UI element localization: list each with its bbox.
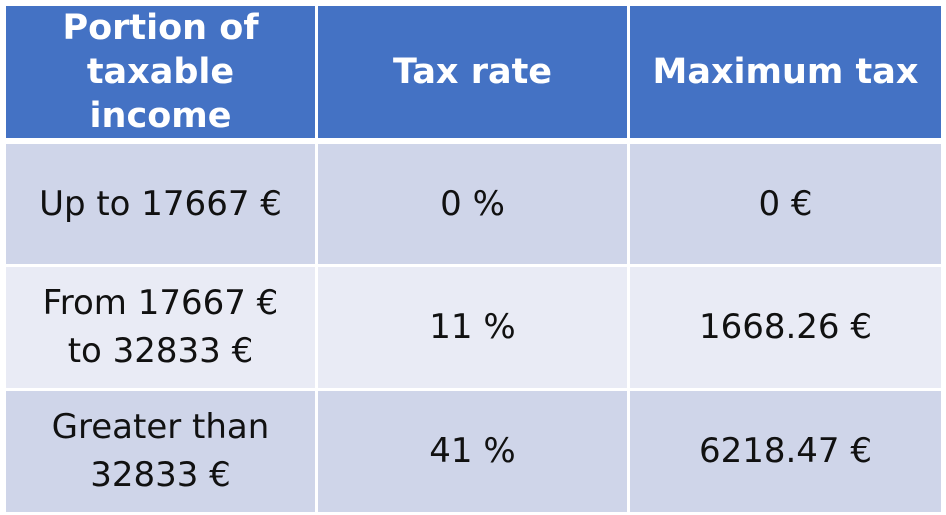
cell-portion-line1: Greater than	[51, 407, 270, 447]
cell-tax-rate-value: 11 %	[429, 307, 516, 347]
cell-tax-rate-value: 41 %	[429, 431, 516, 471]
cell-portion: From 17667 € to 32833 €	[3, 263, 318, 391]
cell-portion-line2: to 32833 €	[67, 331, 254, 371]
header-maximum-tax-label: Maximum tax	[652, 52, 919, 92]
cell-maximum-tax-value: 0 €	[758, 183, 813, 224]
cell-maximum-tax: 6218.47 €	[627, 387, 944, 515]
cell-maximum-tax-value: 1668.26 €	[698, 307, 873, 347]
cell-tax-rate-value: 0 %	[440, 183, 505, 224]
header-portion-line2: taxable income	[86, 52, 235, 136]
table-row: Greater than 32833 € 41 % 6218.47 €	[3, 387, 944, 515]
cell-portion: Greater than 32833 €	[3, 387, 318, 515]
cell-portion-line2: 32833 €	[90, 455, 231, 495]
table-header-row: Portion of taxable income Tax rate Maxim…	[3, 3, 944, 144]
cell-maximum-tax-value: 6218.47 €	[698, 431, 873, 471]
header-portion-of-taxable-income: Portion of taxable income	[3, 3, 318, 144]
cell-maximum-tax: 1668.26 €	[627, 263, 944, 391]
tax-bracket-table: Portion of taxable income Tax rate Maxim…	[3, 3, 944, 515]
cell-portion-line1: Up to 17667 €	[39, 183, 282, 224]
header-tax-rate-label: Tax rate	[392, 52, 553, 92]
table-row: Up to 17667 € 0 % 0 €	[3, 139, 944, 267]
cell-tax-rate: 0 %	[315, 139, 630, 267]
header-maximum-tax: Maximum tax	[627, 3, 944, 144]
cell-portion-line1: From 17667 €	[42, 283, 279, 323]
cell-tax-rate: 41 %	[315, 387, 630, 515]
header-tax-rate: Tax rate	[315, 3, 630, 144]
table-row: From 17667 € to 32833 € 11 % 1668.26 €	[3, 263, 944, 391]
cell-maximum-tax: 0 €	[627, 139, 944, 267]
header-portion-line1: Portion of	[62, 8, 259, 48]
tax-bracket-table-wrapper: Portion of taxable income Tax rate Maxim…	[3, 3, 944, 515]
cell-portion: Up to 17667 €	[3, 139, 318, 267]
cell-tax-rate: 11 %	[315, 263, 630, 391]
